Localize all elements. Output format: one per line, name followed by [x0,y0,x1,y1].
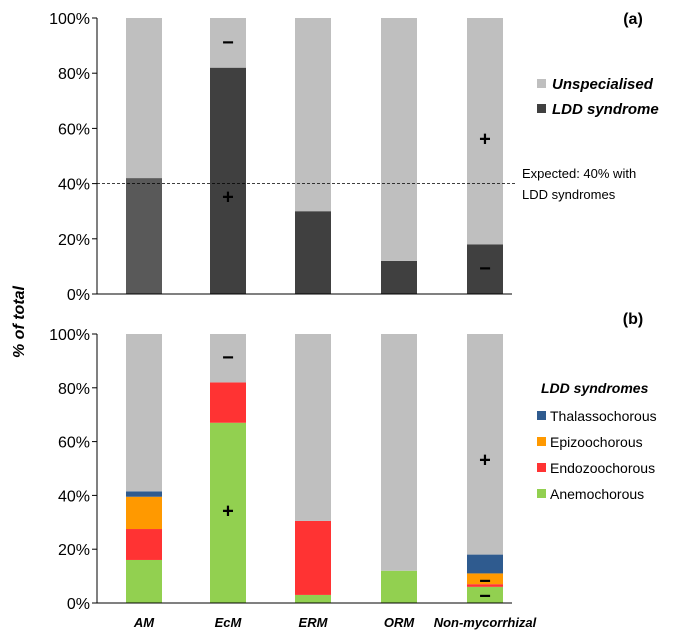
bar-b-ecm-endozoochorous [210,382,246,423]
significance-marker-b-ecm: + [222,501,234,523]
reference-line-label-line2: LDD syndromes [522,187,616,202]
legend-label-unspecialised: Unspecialised [552,76,654,93]
significance-marker-a-ecm: + [222,186,234,208]
legend-label-endozoochorous: Endozoochorous [550,460,655,476]
bar-b-orm-unspecialised [381,334,417,571]
bar-b-non-mycorrhizal-thalassochorous [467,554,503,574]
y-tick-label-a: 40% [58,177,90,194]
bar-b-non-mycorrhizal-anemochorous [467,586,503,603]
significance-marker-b-non-mycorrhizal: − [479,570,491,592]
legend-label-epizoochorous: Epizoochorous [550,434,643,450]
significance-marker-a-non-mycorrhizal: − [479,258,491,280]
x-tick-label-erm: ERM [299,615,329,630]
y-tick-label-b: 100% [49,327,90,344]
bar-a-erm-ldd-syndrome [295,211,331,294]
y-tick-label-a: 20% [58,232,90,249]
y-tick-label-a: 100% [49,11,90,28]
bar-a-am-unspecialised [126,18,162,179]
y-tick-label-a: 80% [58,66,90,83]
bar-b-orm-anemochorous [381,570,417,603]
x-tick-label-am: AM [133,615,155,630]
y-tick-label-b: 60% [58,435,90,452]
bar-a-orm-unspecialised [381,18,417,261]
bar-a-erm-unspecialised [295,18,331,212]
bar-b-am-epizoochorous [126,496,162,530]
legend-label-anemochorous: Anemochorous [550,486,644,502]
bar-b-erm-endozoochorous [295,520,331,595]
legend-swatch-endozoochorous [537,463,546,472]
significance-marker-b-ecm: − [222,347,234,369]
panel-a-label: (a) [623,11,643,28]
bar-b-erm-anemochorous [295,594,331,603]
bar-a-orm-ldd-syndrome [381,260,417,294]
panel-b-label: (b) [623,311,643,328]
y-tick-label-b: 40% [58,488,90,505]
bar-b-am-anemochorous [126,559,162,603]
bar-b-non-mycorrhizal-unspecialised [467,334,503,555]
legend-swatch-unspecialised [537,79,546,88]
legend-b-title: LDD syndromes [541,380,649,396]
legend-b: LDD syndromes Thalassochorous Epizoochor… [537,380,657,502]
bar-b-am-unspecialised [126,334,162,492]
significance-marker-b-non-mycorrhizal: + [479,449,491,471]
reference-line-label-line1: Expected: 40% with [522,166,636,181]
y-tick-label-a: 0% [67,287,90,304]
y-tick-label-a: 60% [58,121,90,138]
bar-a-am-ldd-syndrome [126,178,162,294]
bar-b-am-thalassochorous [126,491,162,497]
legend-label-ldd-syndrome: LDD syndrome [552,101,659,118]
bar-a-ecm-unspecialised [210,18,246,68]
x-tick-label-non-mycorrhizal: Non-mycorrhizal [434,615,537,630]
bar-a-non-mycorrhizal-unspecialised [467,18,503,245]
legend-label-thalassochorous: Thalassochorous [550,408,657,424]
panel-a: (a) Unspecialised LDD syndrome Expected:… [49,11,659,304]
bar-a-ecm-ldd-syndrome [210,67,246,295]
bar-b-non-mycorrhizal-epizoochorous [467,573,503,585]
y-tick-label-b: 80% [58,381,90,398]
legend-swatch-anemochorous [537,489,546,498]
y-tick-label-b: 0% [67,596,90,613]
legend-a: Unspecialised LDD syndrome [537,76,659,118]
bar-a-non-mycorrhizal-ldd-syndrome [467,244,503,294]
bar-b-erm-unspecialised [295,334,331,521]
significance-marker-a-ecm: − [222,32,234,54]
significance-marker-a-non-mycorrhizal: + [479,128,491,150]
bar-b-am-endozoochorous [126,529,162,560]
bar-b-ecm-unspecialised [210,334,246,383]
significance-marker-b-non-mycorrhizal: − [479,585,491,607]
y-axis-label: % of total [11,285,28,358]
bar-b-ecm-anemochorous [210,422,246,603]
y-tick-label-b: 20% [58,542,90,559]
legend-swatch-epizoochorous [537,437,546,446]
legend-swatch-thalassochorous [537,411,546,420]
legend-swatch-ldd-syndrome [537,104,546,113]
x-tick-label-orm: ORM [384,615,416,630]
bar-b-non-mycorrhizal-endozoochorous [467,584,503,587]
x-tick-label-ecm: EcM [215,615,243,630]
panel-b: (b) LDD syndromes Thalassochorous Epizoo… [49,311,657,613]
